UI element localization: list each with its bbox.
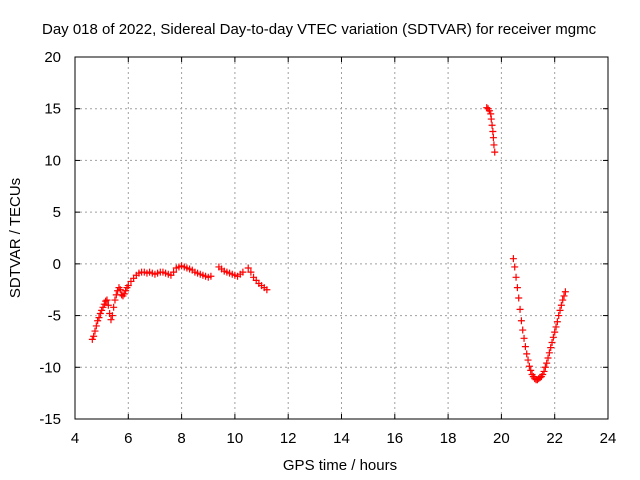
data-point [124,282,132,290]
data-point [122,287,130,295]
data-point [525,362,533,370]
data-point [559,296,567,304]
data-point [519,326,527,334]
x-tick-label: 16 [386,430,403,447]
data-point [96,310,104,318]
data-point [561,288,569,296]
data-point [516,305,524,313]
data-point [557,301,565,309]
y-axis-label: SDTVAR / TECUs [7,178,24,298]
data-point [108,312,116,320]
y-tick-label: 5 [53,204,61,221]
data-marks [88,104,569,384]
data-point [90,332,98,340]
series-segment-2 [215,263,247,280]
data-point [92,322,100,330]
data-point [523,350,531,358]
x-tick-label: 12 [280,430,297,447]
data-point [487,115,495,123]
data-point [556,306,564,314]
data-point [545,349,553,357]
data-point [543,359,551,367]
data-point [120,290,128,298]
data-point [527,366,535,374]
data-point [520,334,528,342]
axis-ticks: 4 6 8 10 12 14 16 18 20 22 24 -15 -10 -5 0 5 10 15 20 [39,49,616,447]
data-point [99,303,107,311]
y-tick-label: -15 [39,411,61,428]
x-tick-label: 20 [493,430,510,447]
data-point [512,273,520,281]
data-point [549,333,557,341]
data-point [547,344,555,352]
x-tick-label: 14 [333,430,350,447]
data-point [551,328,559,336]
x-tick-label: 8 [177,430,185,447]
data-point [103,296,111,304]
data-point [91,327,99,335]
data-point [104,301,112,309]
data-point [247,268,255,276]
data-point [244,264,252,272]
data-point [555,312,563,320]
x-axis-label: GPS time / hours [283,457,397,474]
data-point [489,134,497,142]
y-tick-label: 15 [44,101,61,118]
data-point [511,263,519,271]
data-point [102,297,110,305]
data-point [524,356,532,364]
y-tick-label: 10 [44,152,61,169]
data-point [95,314,103,322]
series-segment-5 [509,255,569,384]
data-point [116,286,124,294]
data-point [107,316,115,324]
data-point [539,371,547,379]
data-point [488,121,496,129]
data-point [239,268,247,276]
data-point [490,141,498,149]
series-segment-4 [483,104,499,156]
data-point [521,343,529,351]
data-point [548,338,556,346]
x-tick-label: 22 [546,430,563,447]
data-point [553,318,561,326]
series-segment-3 [244,264,271,294]
data-point [88,335,96,343]
data-point [491,148,499,156]
data-point [541,363,549,371]
x-tick-label: 10 [227,430,244,447]
data-point [509,255,517,263]
data-point [515,294,523,302]
x-tick-label: 6 [124,430,132,447]
chart-title: Day 018 of 2022, Sidereal Day-to-day VTE… [42,21,597,38]
data-point [263,286,271,294]
data-point [485,107,493,115]
y-tick-label: 20 [44,49,61,66]
data-point [170,268,178,276]
data-point [560,292,568,300]
data-point [110,303,118,311]
data-point [100,300,108,308]
data-point [552,323,560,331]
x-tick-label: 4 [71,430,79,447]
data-point [98,306,106,314]
data-point [207,272,215,280]
data-point [489,127,497,135]
data-point [111,296,119,304]
grid-lines [75,57,608,419]
data-point [544,354,552,362]
y-tick-label: -5 [48,308,61,325]
y-tick-label: 0 [53,256,61,273]
x-tick-label: 24 [600,430,617,447]
data-point [517,317,525,325]
series-segment-1 [88,262,215,343]
y-tick-label: -10 [39,359,61,376]
data-point [513,284,521,292]
data-point [94,317,102,325]
data-point [540,367,548,375]
x-tick-label: 18 [440,430,457,447]
